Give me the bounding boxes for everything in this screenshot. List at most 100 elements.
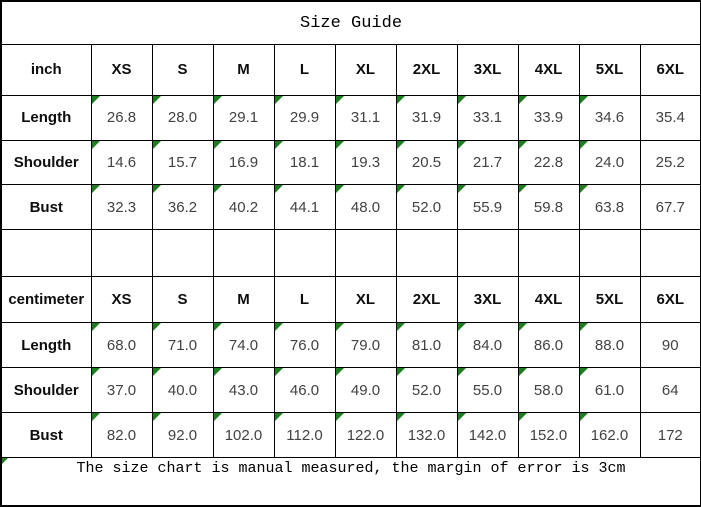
size-header-l: L <box>273 44 336 96</box>
size-header-6xl: 6XL <box>639 44 701 96</box>
cell-value: 35.4 <box>655 109 685 127</box>
cell-value: 22.8 <box>533 153 564 171</box>
value-cell: 68.0 <box>90 322 153 369</box>
cell-value: 36.2 <box>167 198 198 216</box>
cell-flag-icon <box>580 413 588 422</box>
value-cell: 52.0 <box>395 367 458 414</box>
cell-value: 152.0 <box>529 426 568 444</box>
value-cell: 79.0 <box>334 322 397 369</box>
row-label-shoulder: Shoulder <box>0 139 92 186</box>
size-header-m: M <box>212 276 275 324</box>
footer-row: The size chart is manual measured, the m… <box>0 457 701 507</box>
cm-bust-row: Bust 82.0 92.0 102.0 112.0 122.0 132.0 1… <box>0 412 701 459</box>
cell-flag-icon <box>519 413 527 422</box>
cell-flag-icon <box>275 185 283 194</box>
value-cell: 92.0 <box>151 412 214 459</box>
cell-flag-icon <box>153 185 161 194</box>
value-cell: 152.0 <box>517 412 580 459</box>
cell-value: 32.3 <box>106 198 137 216</box>
value-cell: 43.0 <box>212 367 275 414</box>
size-header-5xl: 5XL <box>578 44 641 96</box>
cell-flag-icon <box>519 323 527 332</box>
value-cell: 18.1 <box>273 139 336 186</box>
cell-flag-icon <box>519 96 527 104</box>
cell-value: 162.0 <box>590 426 629 444</box>
cell-value: 14.6 <box>106 153 137 171</box>
value-cell: 67.7 <box>639 184 701 231</box>
value-cell: 59.8 <box>517 184 580 231</box>
cell-value: 64 <box>661 381 679 399</box>
value-cell: 74.0 <box>212 322 275 369</box>
cell-value: 74.0 <box>228 336 259 354</box>
row-label-length: Length <box>0 322 92 369</box>
size-header-4xl: 4XL <box>517 276 580 324</box>
row-label-bust: Bust <box>0 412 92 459</box>
value-cell: 28.0 <box>151 94 214 141</box>
value-cell: 90 <box>639 322 701 369</box>
cell-flag-icon <box>92 323 100 332</box>
cell-flag-icon <box>92 140 100 149</box>
empty-cell <box>273 229 336 278</box>
cell-value: 55.0 <box>472 381 503 399</box>
value-cell: 20.5 <box>395 139 458 186</box>
footer-note-cell: The size chart is manual measured, the m… <box>0 457 701 507</box>
cell-value: 84.0 <box>472 336 503 354</box>
inch-length-row: Length 26.8 28.0 29.1 29.9 31.1 31.9 33.… <box>0 94 701 141</box>
cell-flag-icon <box>275 140 283 149</box>
cell-value: 172 <box>657 426 683 444</box>
spacer-row <box>0 229 701 278</box>
inch-shoulder-row: Shoulder 14.6 15.7 16.9 18.1 19.3 20.5 2… <box>0 139 701 186</box>
value-cell: 25.2 <box>639 139 701 186</box>
cell-flag-icon <box>2 458 8 465</box>
cell-flag-icon <box>153 140 161 149</box>
empty-cell <box>578 229 641 278</box>
cell-flag-icon <box>92 96 100 104</box>
cell-value: 52.0 <box>411 381 442 399</box>
cell-value: 31.9 <box>411 109 442 127</box>
cell-flag-icon <box>153 323 161 332</box>
value-cell: 34.6 <box>578 94 641 141</box>
cell-flag-icon <box>458 368 466 377</box>
cell-value: 67.7 <box>655 198 685 216</box>
inch-bust-row: Bust 32.3 36.2 40.2 44.1 48.0 52.0 55.9 … <box>0 184 701 231</box>
cell-flag-icon <box>519 368 527 377</box>
cell-flag-icon <box>92 413 100 422</box>
cell-flag-icon <box>397 368 405 377</box>
size-header-2xl: 2XL <box>395 276 458 324</box>
value-cell: 55.9 <box>456 184 519 231</box>
size-header-m: M <box>212 44 275 96</box>
cell-value: 92.0 <box>167 426 198 444</box>
cell-value: 24.0 <box>594 153 625 171</box>
size-header-xs: XS <box>90 44 153 96</box>
cell-flag-icon <box>92 185 100 194</box>
size-header-s: S <box>151 44 214 96</box>
cm-shoulder-row: Shoulder 37.0 40.0 43.0 46.0 49.0 52.0 5… <box>0 367 701 414</box>
cell-flag-icon <box>336 140 344 149</box>
cell-value: 90 <box>661 336 679 354</box>
centimeter-header-row: centimeter XS S M L XL 2XL 3XL 4XL 5XL 6… <box>0 276 701 324</box>
cell-flag-icon <box>458 185 466 194</box>
cell-flag-icon <box>397 323 405 332</box>
cell-value: 19.3 <box>350 153 381 171</box>
cell-value: 40.2 <box>228 198 259 216</box>
cell-flag-icon <box>458 413 466 422</box>
size-header-2xl: 2XL <box>395 44 458 96</box>
value-cell: 142.0 <box>456 412 519 459</box>
value-cell: 172 <box>639 412 701 459</box>
value-cell: 112.0 <box>273 412 336 459</box>
value-cell: 82.0 <box>90 412 153 459</box>
cell-value: 26.8 <box>106 109 137 127</box>
cell-value: 16.9 <box>228 153 259 171</box>
cell-flag-icon <box>336 413 344 422</box>
title-row: Size Guide <box>0 0 701 46</box>
size-header-3xl: 3XL <box>456 276 519 324</box>
cell-flag-icon <box>580 140 588 149</box>
size-header-xl: XL <box>334 276 397 324</box>
value-cell: 81.0 <box>395 322 458 369</box>
value-cell: 32.3 <box>90 184 153 231</box>
size-header-5xl: 5XL <box>578 276 641 324</box>
table-title: Size Guide <box>300 13 403 33</box>
value-cell: 63.8 <box>578 184 641 231</box>
cell-value: 88.0 <box>594 336 625 354</box>
cell-value: 63.8 <box>594 198 625 216</box>
